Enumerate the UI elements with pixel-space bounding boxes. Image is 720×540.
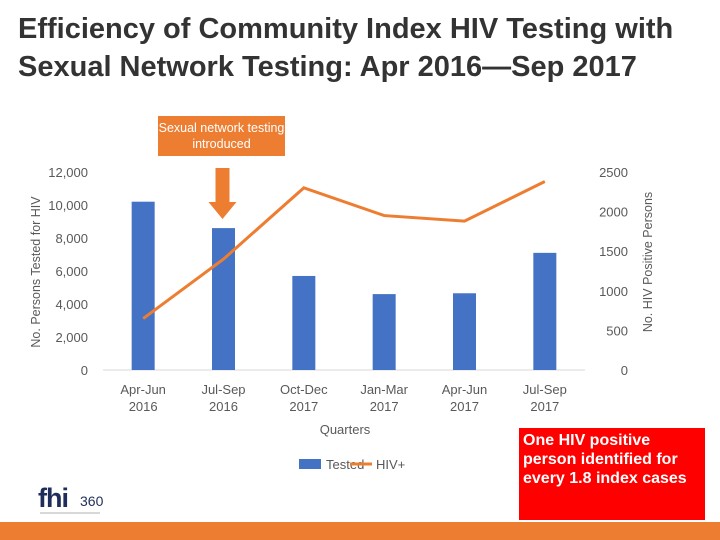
callout-efficiency-text: One HIV positive person identified for e… (523, 432, 687, 487)
y2-tick-label: 1500 (599, 244, 628, 259)
y-tick-label: 12,000 (48, 165, 88, 180)
y-tick-label: 2,000 (55, 330, 88, 345)
x-tick-label: Oct-Dec 2017 (280, 382, 328, 414)
x-tick-label: Apr-Jun 2017 (442, 382, 488, 414)
bar-tested (453, 293, 476, 370)
y-tick-label: 10,000 (48, 198, 88, 213)
bar-tested (372, 294, 396, 370)
title-line-1: Efficiency of Community Index HIV Testin… (18, 13, 674, 45)
y2-axis-title: No. HIV Positive Persons (641, 192, 655, 332)
y2-tick-label: 1000 (599, 284, 628, 299)
bar-tested (533, 252, 557, 370)
callout-efficiency: One HIV positive person identified for e… (519, 428, 705, 520)
page-title: Efficiency of Community Index HIV Testin… (18, 10, 708, 86)
logo-main-text: fhi (38, 483, 69, 513)
legend-hiv-label: HIV+ (376, 457, 405, 472)
x-tick-label: Jul-Sep 2017 (523, 382, 567, 414)
y2-tick-label: 2000 (599, 205, 628, 220)
x-tick-label: Jan-Mar 2017 (360, 382, 408, 414)
y-tick-label: 6,000 (55, 264, 88, 279)
callout-sexual-network: Sexual network testing introduced (158, 116, 285, 156)
y2-tick-label: 2500 (599, 165, 628, 180)
x-tick-label: Apr-Jun 2016 (120, 382, 166, 414)
bar-tested (292, 275, 316, 370)
legend-tested-swatch (299, 459, 321, 469)
title-line-2: Sexual Network Testing: Apr 2016—Sep 201… (18, 51, 637, 83)
y-tick-label: 4,000 (55, 297, 88, 312)
y-tick-label: 8,000 (55, 231, 88, 246)
logo-sub-text: 360 (80, 493, 104, 509)
y2-tick-label: 500 (606, 323, 628, 338)
legend-tested-label: Tested (326, 457, 364, 472)
annotation-down-arrow (208, 168, 237, 219)
line-hiv-positive (142, 180, 546, 320)
bar-tested (131, 201, 155, 370)
x-axis-title: Quarters (320, 422, 371, 437)
y-axis-title: No. Persons Tested for HIV (29, 196, 43, 348)
y2-tick-label: 0 (621, 363, 628, 378)
x-tick-label: Jul-Sep 2016 (201, 382, 245, 414)
y-tick-label: 0 (81, 363, 88, 378)
bottom-accent-bar (0, 522, 720, 540)
callout-sexual-network-text: Sexual network testing introduced (158, 121, 285, 151)
fhi360-logo: fhi 360 (38, 483, 108, 519)
bar-tested (212, 228, 235, 370)
